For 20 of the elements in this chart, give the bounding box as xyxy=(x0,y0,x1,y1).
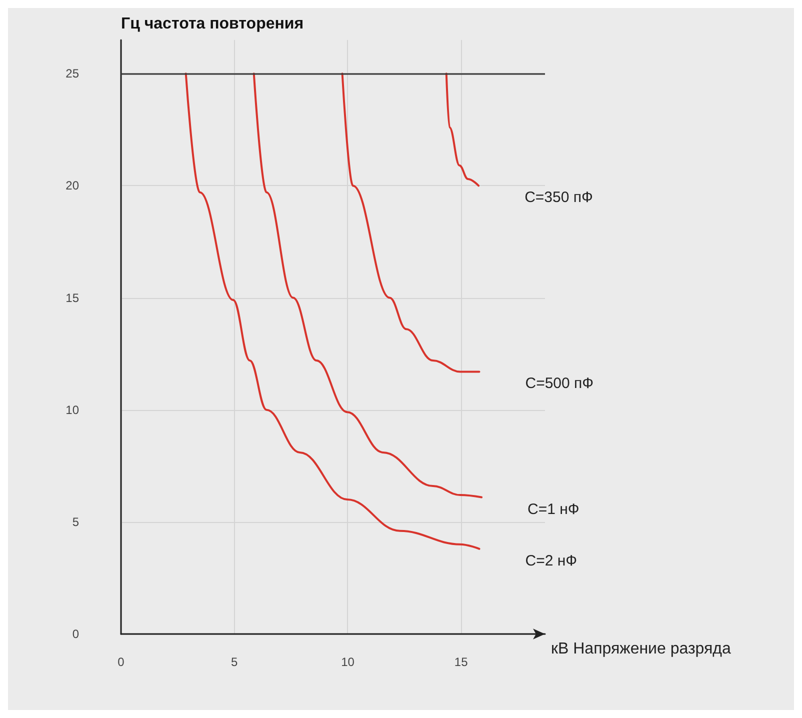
line-series xyxy=(184,72,480,550)
x-axis-title: кВ Напряжение разряда xyxy=(551,640,732,658)
line-series xyxy=(252,72,483,498)
y-tick-label: 0 xyxy=(72,627,80,641)
x-tick-label: 10 xyxy=(341,655,355,669)
y-tick-label: 20 xyxy=(66,178,80,193)
y-axis-title: Гц частота повторения xyxy=(121,16,304,32)
x-tick-label: 0 xyxy=(118,655,125,669)
line-series xyxy=(445,72,480,187)
y-tick-label: 25 xyxy=(66,66,80,81)
x-tick-label: 15 xyxy=(454,655,468,669)
y-tick-label: 15 xyxy=(66,290,80,305)
line-series xyxy=(341,72,480,373)
y-tick-label: 10 xyxy=(66,402,80,417)
text: C=1 нФ xyxy=(528,500,580,518)
x-tick-label: 5 xyxy=(231,655,238,669)
text: C=500 пФ xyxy=(525,375,594,392)
text: C=350 пФ xyxy=(524,189,593,206)
y-tick-label: 5 xyxy=(72,514,80,529)
text: C=2 нФ xyxy=(525,552,578,570)
